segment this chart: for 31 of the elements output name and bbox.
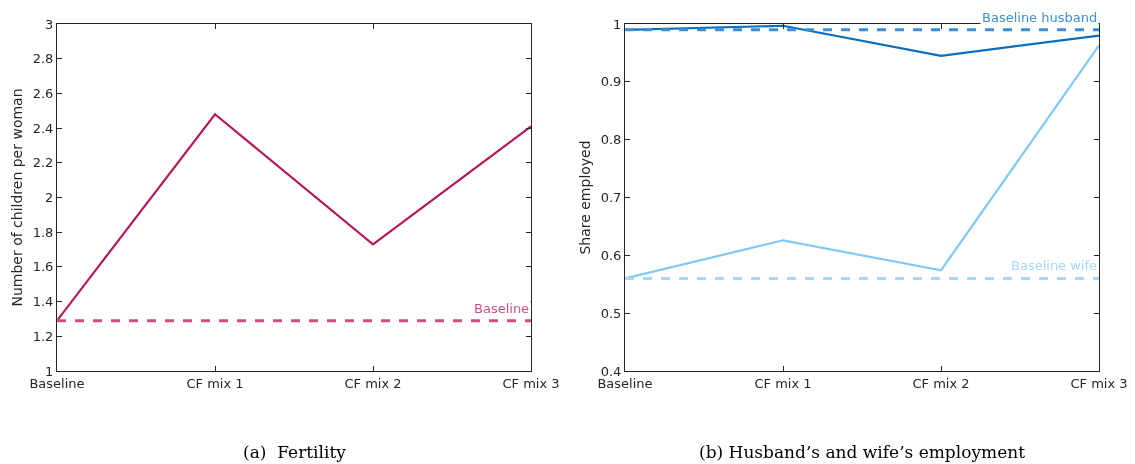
y-tick-label: 1.6 — [32, 259, 54, 275]
ref-line-label: Baseline husband — [982, 10, 1098, 25]
y-tick-label: 0.7 — [600, 190, 622, 206]
y-tick-label: 2.2 — [32, 155, 54, 171]
y-tick-label: 2.4 — [32, 120, 54, 136]
x-tick-label: CF mix 3 — [502, 375, 560, 391]
y-tick-label: 0.5 — [600, 305, 622, 321]
x-tick-label: CF mix 1 — [186, 375, 244, 391]
x-tick-label: CF mix 3 — [1070, 375, 1128, 391]
text: (a) Fertility — [243, 442, 347, 462]
y-tick-label: 0.8 — [600, 132, 622, 148]
y-tick-label: 1.2 — [32, 328, 54, 344]
y-axis-title: Number of children per woman — [9, 88, 26, 307]
line-series — [57, 113, 531, 322]
y-tick-label: 1.8 — [32, 224, 54, 240]
x-tick-label: CF mix 2 — [344, 375, 402, 391]
y-tick-label: 0.9 — [600, 74, 622, 90]
y-axis-title: Share employed — [577, 140, 594, 255]
y-tick-label: 2 — [45, 190, 54, 206]
line-series — [625, 44, 1099, 280]
y-tick-label: 2.6 — [32, 85, 54, 101]
ref-line-label: Baseline wife — [1011, 258, 1098, 273]
x-tick-label: CF mix 1 — [754, 375, 812, 391]
y-tick-label: 2.8 — [32, 51, 54, 67]
y-tick-label: 3 — [45, 16, 54, 32]
ref-line-label: Baseline — [474, 301, 530, 316]
y-tick-label: 1.4 — [32, 294, 54, 310]
x-tick-label: CF mix 2 — [912, 375, 970, 391]
y-tick-label: 0.6 — [600, 247, 622, 263]
y-tick-label: 1 — [613, 16, 622, 32]
text: (b) Husband’s and wife’s employment — [699, 442, 1026, 462]
